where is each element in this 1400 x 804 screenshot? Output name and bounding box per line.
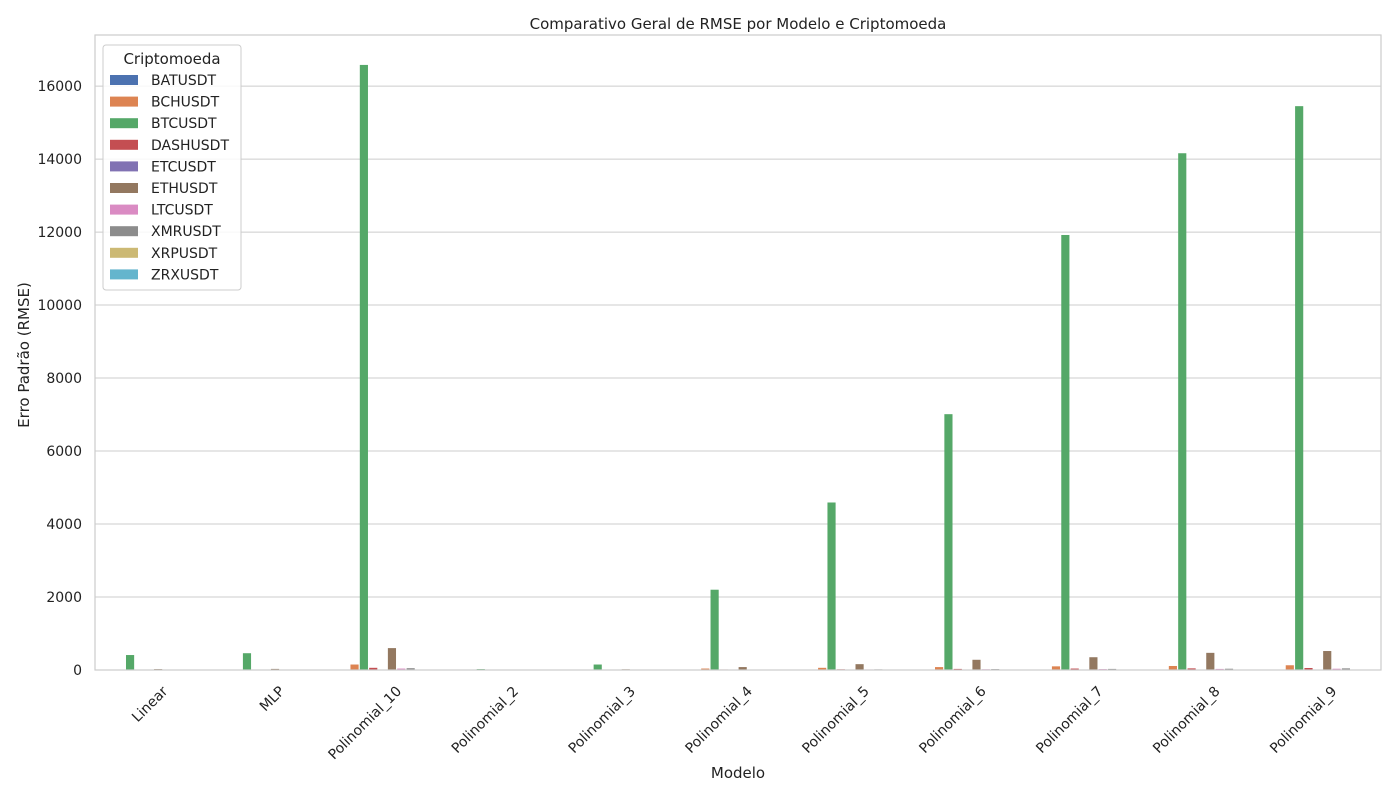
bar-btcusdt-polinomial_5	[827, 502, 835, 670]
y-tick-label: 14000	[37, 152, 82, 168]
legend-label-xmrusdt: XMRUSDT	[151, 224, 221, 240]
y-tick-label: 2000	[46, 590, 82, 606]
bar-btcusdt-mlp	[243, 653, 251, 670]
bar-btcusdt-polinomial_3	[594, 665, 602, 670]
bar-ethusdt-polinomial_8	[1206, 653, 1214, 670]
y-tick-label: 6000	[46, 444, 82, 460]
legend-swatch-bchusdt	[110, 97, 138, 107]
y-tick-label: 8000	[46, 371, 82, 387]
legend-label-dashusdt: DASHUSDT	[151, 138, 229, 154]
y-tick-label: 10000	[37, 298, 82, 314]
bar-btcusdt-polinomial_9	[1295, 106, 1303, 670]
legend-label-xrpusdt: XRPUSDT	[151, 246, 218, 262]
y-tick-label: 0	[73, 663, 82, 679]
legend-label-etcusdt: ETCUSDT	[151, 159, 216, 175]
y-tick-label: 12000	[37, 225, 82, 241]
legend-label-ltcusdt: LTCUSDT	[151, 203, 213, 219]
bar-bchusdt-polinomial_8	[1169, 666, 1177, 670]
legend-swatch-dashusdt	[110, 140, 138, 150]
bar-bchusdt-polinomial_10	[350, 665, 358, 670]
y-tick-label: 16000	[37, 79, 82, 95]
y-axis-label: Erro Padrão (RMSE)	[15, 282, 33, 428]
bar-ethusdt-polinomial_6	[972, 660, 980, 670]
bar-btcusdt-polinomial_6	[944, 414, 952, 670]
bar-ethusdt-polinomial_9	[1323, 651, 1331, 670]
legend-swatch-xrpusdt	[110, 248, 138, 258]
bar-btcusdt-polinomial_10	[360, 65, 368, 670]
bar-btcusdt-polinomial_7	[1061, 235, 1069, 670]
legend-swatch-etcusdt	[110, 161, 138, 171]
legend-label-ethusdt: ETHUSDT	[151, 181, 218, 197]
legend-swatch-batusdt	[110, 75, 138, 85]
legend-swatch-btcusdt	[110, 118, 138, 128]
bar-btcusdt-polinomial_4	[711, 590, 719, 670]
bar-ethusdt-polinomial_5	[856, 664, 864, 670]
bar-ethusdt-polinomial_7	[1089, 657, 1097, 670]
legend-swatch-xmrusdt	[110, 226, 138, 236]
legend-label-btcusdt: BTCUSDT	[151, 116, 217, 132]
legend-swatch-zrxusdt	[110, 269, 138, 279]
bar-bchusdt-polinomial_9	[1286, 665, 1294, 670]
legend-label-batusdt: BATUSDT	[151, 73, 217, 89]
legend-label-zrxusdt: ZRXUSDT	[151, 267, 219, 283]
legend-title: Criptomoeda	[123, 50, 220, 68]
bar-btcusdt-polinomial_8	[1178, 153, 1186, 670]
legend-label-bchusdt: BCHUSDT	[151, 95, 220, 111]
y-tick-label: 4000	[46, 517, 82, 533]
legend-swatch-ltcusdt	[110, 205, 138, 215]
bar-btcusdt-linear	[126, 655, 134, 670]
legend-swatch-ethusdt	[110, 183, 138, 193]
x-axis-label: Modelo	[711, 764, 765, 782]
chart-title: Comparativo Geral de RMSE por Modelo e C…	[530, 15, 947, 33]
legend: Criptomoeda BATUSDT BCHUSDT BTCUSDT DASHUSD…	[103, 45, 241, 290]
bar-ethusdt-polinomial_10	[388, 648, 396, 670]
